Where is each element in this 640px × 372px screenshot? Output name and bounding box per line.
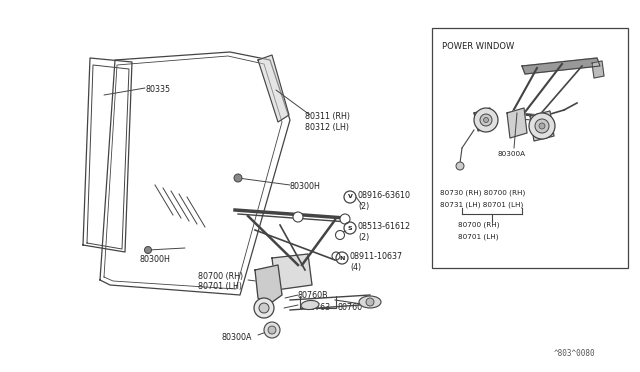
- Circle shape: [474, 108, 498, 132]
- Circle shape: [268, 326, 276, 334]
- Circle shape: [264, 322, 280, 338]
- Text: (2): (2): [358, 202, 369, 211]
- Text: V: V: [348, 195, 353, 199]
- Circle shape: [145, 247, 152, 253]
- Text: 80335: 80335: [145, 85, 170, 94]
- Circle shape: [340, 214, 350, 224]
- Text: 80700 (RH): 80700 (RH): [198, 272, 243, 281]
- Text: (4): (4): [350, 263, 361, 272]
- Ellipse shape: [359, 296, 381, 308]
- Text: 80700 (RH): 80700 (RH): [458, 222, 499, 228]
- Polygon shape: [255, 265, 282, 305]
- Circle shape: [293, 212, 303, 222]
- Text: ^803^0080: ^803^0080: [554, 349, 595, 358]
- Circle shape: [259, 303, 269, 313]
- Bar: [432, 28, 628, 268]
- Text: 08911-10637: 08911-10637: [350, 252, 403, 261]
- Polygon shape: [507, 108, 527, 138]
- Text: N: N: [339, 256, 345, 260]
- Circle shape: [539, 123, 545, 129]
- Text: 80730 (RH) 80700 (RH): 80730 (RH) 80700 (RH): [440, 190, 525, 196]
- Text: 80300H: 80300H: [140, 255, 171, 264]
- Text: 80300A: 80300A: [497, 151, 525, 157]
- Circle shape: [483, 118, 488, 122]
- Circle shape: [456, 162, 464, 170]
- Text: POWER WINDOW: POWER WINDOW: [442, 42, 515, 51]
- Circle shape: [332, 252, 340, 260]
- Text: S: S: [348, 225, 352, 231]
- Polygon shape: [530, 111, 554, 141]
- Circle shape: [234, 174, 242, 182]
- Text: 08513-61612: 08513-61612: [358, 222, 411, 231]
- Circle shape: [335, 231, 344, 240]
- Circle shape: [366, 298, 374, 306]
- Polygon shape: [474, 108, 494, 131]
- Polygon shape: [258, 55, 289, 122]
- Text: 80701 (LH): 80701 (LH): [198, 282, 242, 291]
- Text: 80731 (LH) 80701 (LH): 80731 (LH) 80701 (LH): [440, 202, 524, 208]
- Text: 80300A: 80300A: [222, 333, 253, 342]
- Text: 80701 (LH): 80701 (LH): [458, 233, 499, 240]
- Polygon shape: [592, 61, 604, 78]
- Text: 80763: 80763: [305, 303, 330, 312]
- Text: 08916-63610: 08916-63610: [358, 191, 411, 200]
- Text: (2): (2): [358, 233, 369, 242]
- Polygon shape: [272, 254, 312, 290]
- Circle shape: [535, 119, 549, 133]
- Text: 80760B: 80760B: [298, 291, 328, 300]
- Text: 80300H: 80300H: [290, 182, 321, 191]
- Circle shape: [529, 113, 555, 139]
- Text: 80311 (RH): 80311 (RH): [305, 112, 350, 121]
- Text: 80760: 80760: [338, 303, 363, 312]
- Circle shape: [480, 114, 492, 126]
- Circle shape: [254, 298, 274, 318]
- Ellipse shape: [301, 301, 319, 310]
- Text: 80312 (LH): 80312 (LH): [305, 123, 349, 132]
- Polygon shape: [522, 58, 600, 74]
